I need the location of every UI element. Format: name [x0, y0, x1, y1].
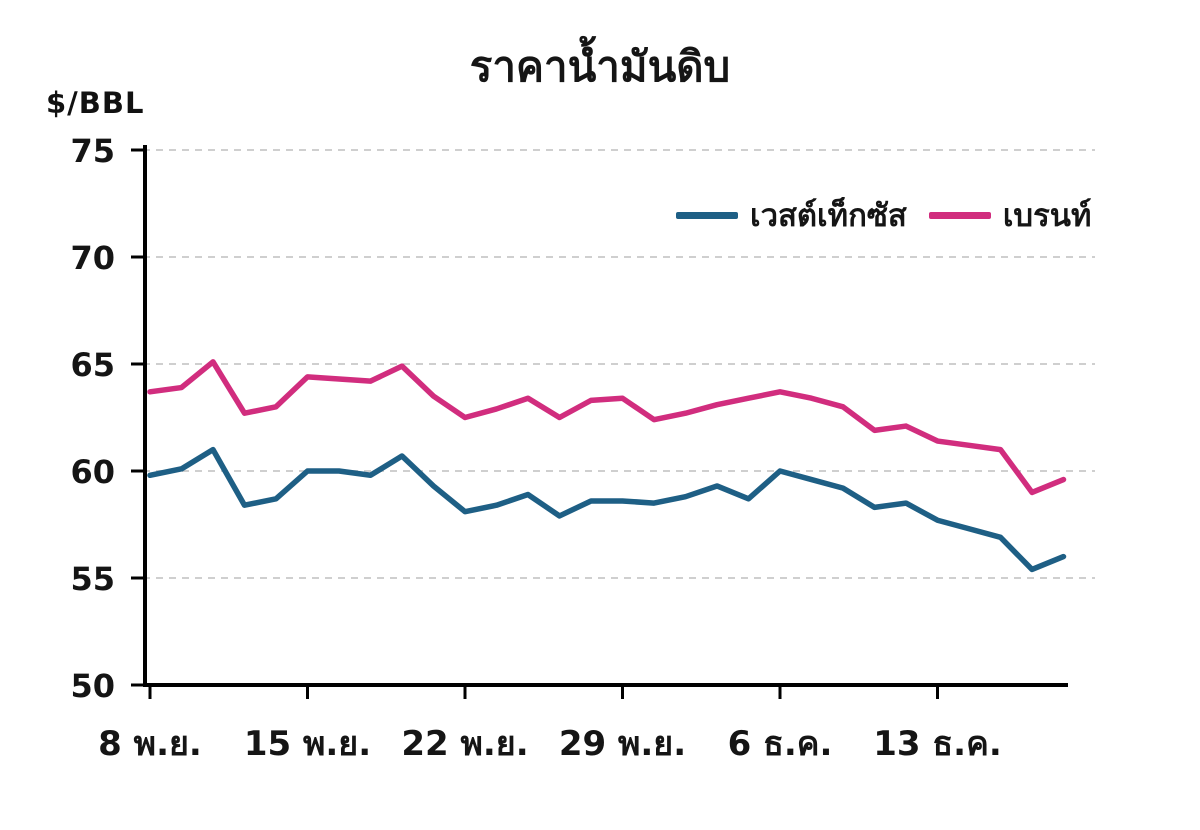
legend-line-west-texas [676, 211, 738, 219]
y-tick-label-55: 55 [70, 560, 115, 598]
legend-label-west-texas: เวสต์เท็กซัส [750, 198, 907, 234]
y-tick-label-75: 75 [70, 132, 115, 170]
y-tick-label-50: 50 [70, 667, 115, 705]
legend-line-brent [928, 211, 991, 219]
y-axis-unit-label: $/BBL [46, 86, 145, 120]
y-tick-label-65: 65 [70, 346, 115, 384]
series-line-west-texas [147, 446, 1067, 573]
legend: เวสต์เท็กซัส เบรนท์ [676, 190, 1101, 240]
x-tick-label-3: 29 พ.ย. [559, 724, 686, 764]
y-tick-label-70: 70 [70, 239, 115, 277]
x-tick-label-4: 6 ธ.ค. [728, 724, 833, 764]
x-tick-label-0: 8 พ.ย. [98, 724, 202, 764]
chart-title: ราคาน้ำมันดิบ [469, 42, 731, 91]
legend-label-brent: เบรนท์ [1002, 198, 1092, 234]
x-tick-label-1: 15 พ.ย. [244, 724, 371, 764]
series-line-brent [147, 359, 1067, 496]
y-tick-label-60: 60 [70, 453, 115, 491]
x-tick-label-5: 13 ธ.ค. [873, 724, 1001, 764]
x-tick-label-2: 22 พ.ย. [401, 724, 528, 764]
